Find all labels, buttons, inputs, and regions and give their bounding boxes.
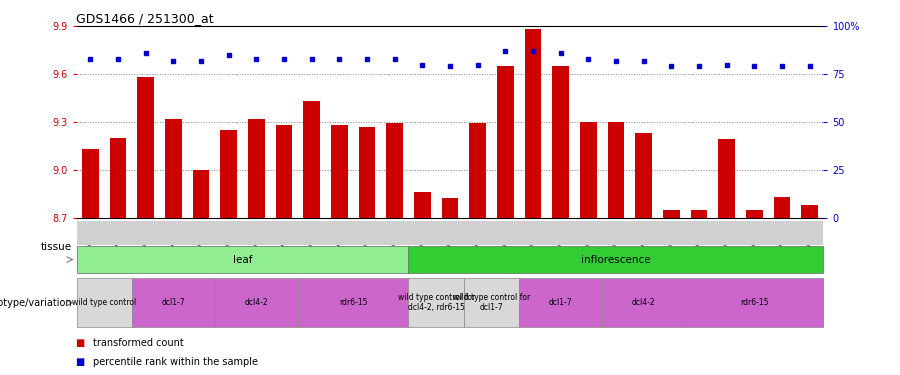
- Bar: [82, 149, 99, 217]
- Bar: [602, 278, 685, 327]
- Bar: [553, 66, 569, 218]
- Text: GDS1466 / 251300_at: GDS1466 / 251300_at: [76, 12, 214, 25]
- Text: ■: ■: [76, 357, 89, 367]
- Bar: [76, 278, 131, 327]
- Text: transformed count: transformed count: [93, 338, 184, 348]
- Bar: [275, 125, 292, 218]
- Bar: [76, 221, 824, 245]
- Bar: [519, 278, 602, 327]
- Bar: [464, 278, 519, 327]
- Bar: [580, 122, 597, 218]
- Bar: [635, 133, 652, 218]
- Bar: [663, 210, 680, 218]
- Bar: [193, 170, 210, 217]
- Bar: [298, 278, 409, 327]
- Text: wild type control for
dcl4-2, rdr6-15: wild type control for dcl4-2, rdr6-15: [398, 294, 475, 312]
- Bar: [386, 123, 403, 218]
- Bar: [165, 118, 182, 218]
- Bar: [801, 205, 818, 218]
- Bar: [497, 66, 514, 218]
- Bar: [690, 210, 707, 218]
- Bar: [685, 278, 824, 327]
- Bar: [746, 210, 762, 218]
- Bar: [131, 278, 215, 327]
- Bar: [774, 197, 790, 217]
- Text: leaf: leaf: [233, 255, 252, 265]
- Text: rdr6-15: rdr6-15: [740, 298, 769, 307]
- Bar: [414, 192, 430, 217]
- Bar: [409, 278, 464, 327]
- Bar: [331, 125, 347, 218]
- Bar: [525, 29, 541, 218]
- Bar: [359, 127, 375, 218]
- Text: rdr6-15: rdr6-15: [339, 298, 367, 307]
- Bar: [470, 123, 486, 218]
- Bar: [138, 77, 154, 218]
- Bar: [718, 140, 735, 218]
- Text: wild type control for
dcl1-7: wild type control for dcl1-7: [453, 294, 530, 312]
- Bar: [220, 130, 237, 218]
- Bar: [409, 246, 824, 273]
- Text: inflorescence: inflorescence: [581, 255, 651, 265]
- Text: ■: ■: [76, 338, 89, 348]
- Bar: [248, 118, 265, 218]
- Bar: [303, 101, 320, 217]
- Text: dcl4-2: dcl4-2: [632, 298, 655, 307]
- Bar: [608, 122, 625, 218]
- Bar: [442, 198, 458, 217]
- Text: tissue: tissue: [40, 243, 72, 252]
- Text: dcl4-2: dcl4-2: [245, 298, 268, 307]
- Bar: [215, 278, 298, 327]
- Bar: [110, 138, 126, 218]
- Text: percentile rank within the sample: percentile rank within the sample: [93, 357, 257, 367]
- Text: dcl1-7: dcl1-7: [549, 298, 572, 307]
- Bar: [76, 246, 409, 273]
- Text: dcl1-7: dcl1-7: [161, 298, 185, 307]
- Text: genotype/variation: genotype/variation: [0, 298, 72, 308]
- Text: wild type control: wild type control: [72, 298, 136, 307]
